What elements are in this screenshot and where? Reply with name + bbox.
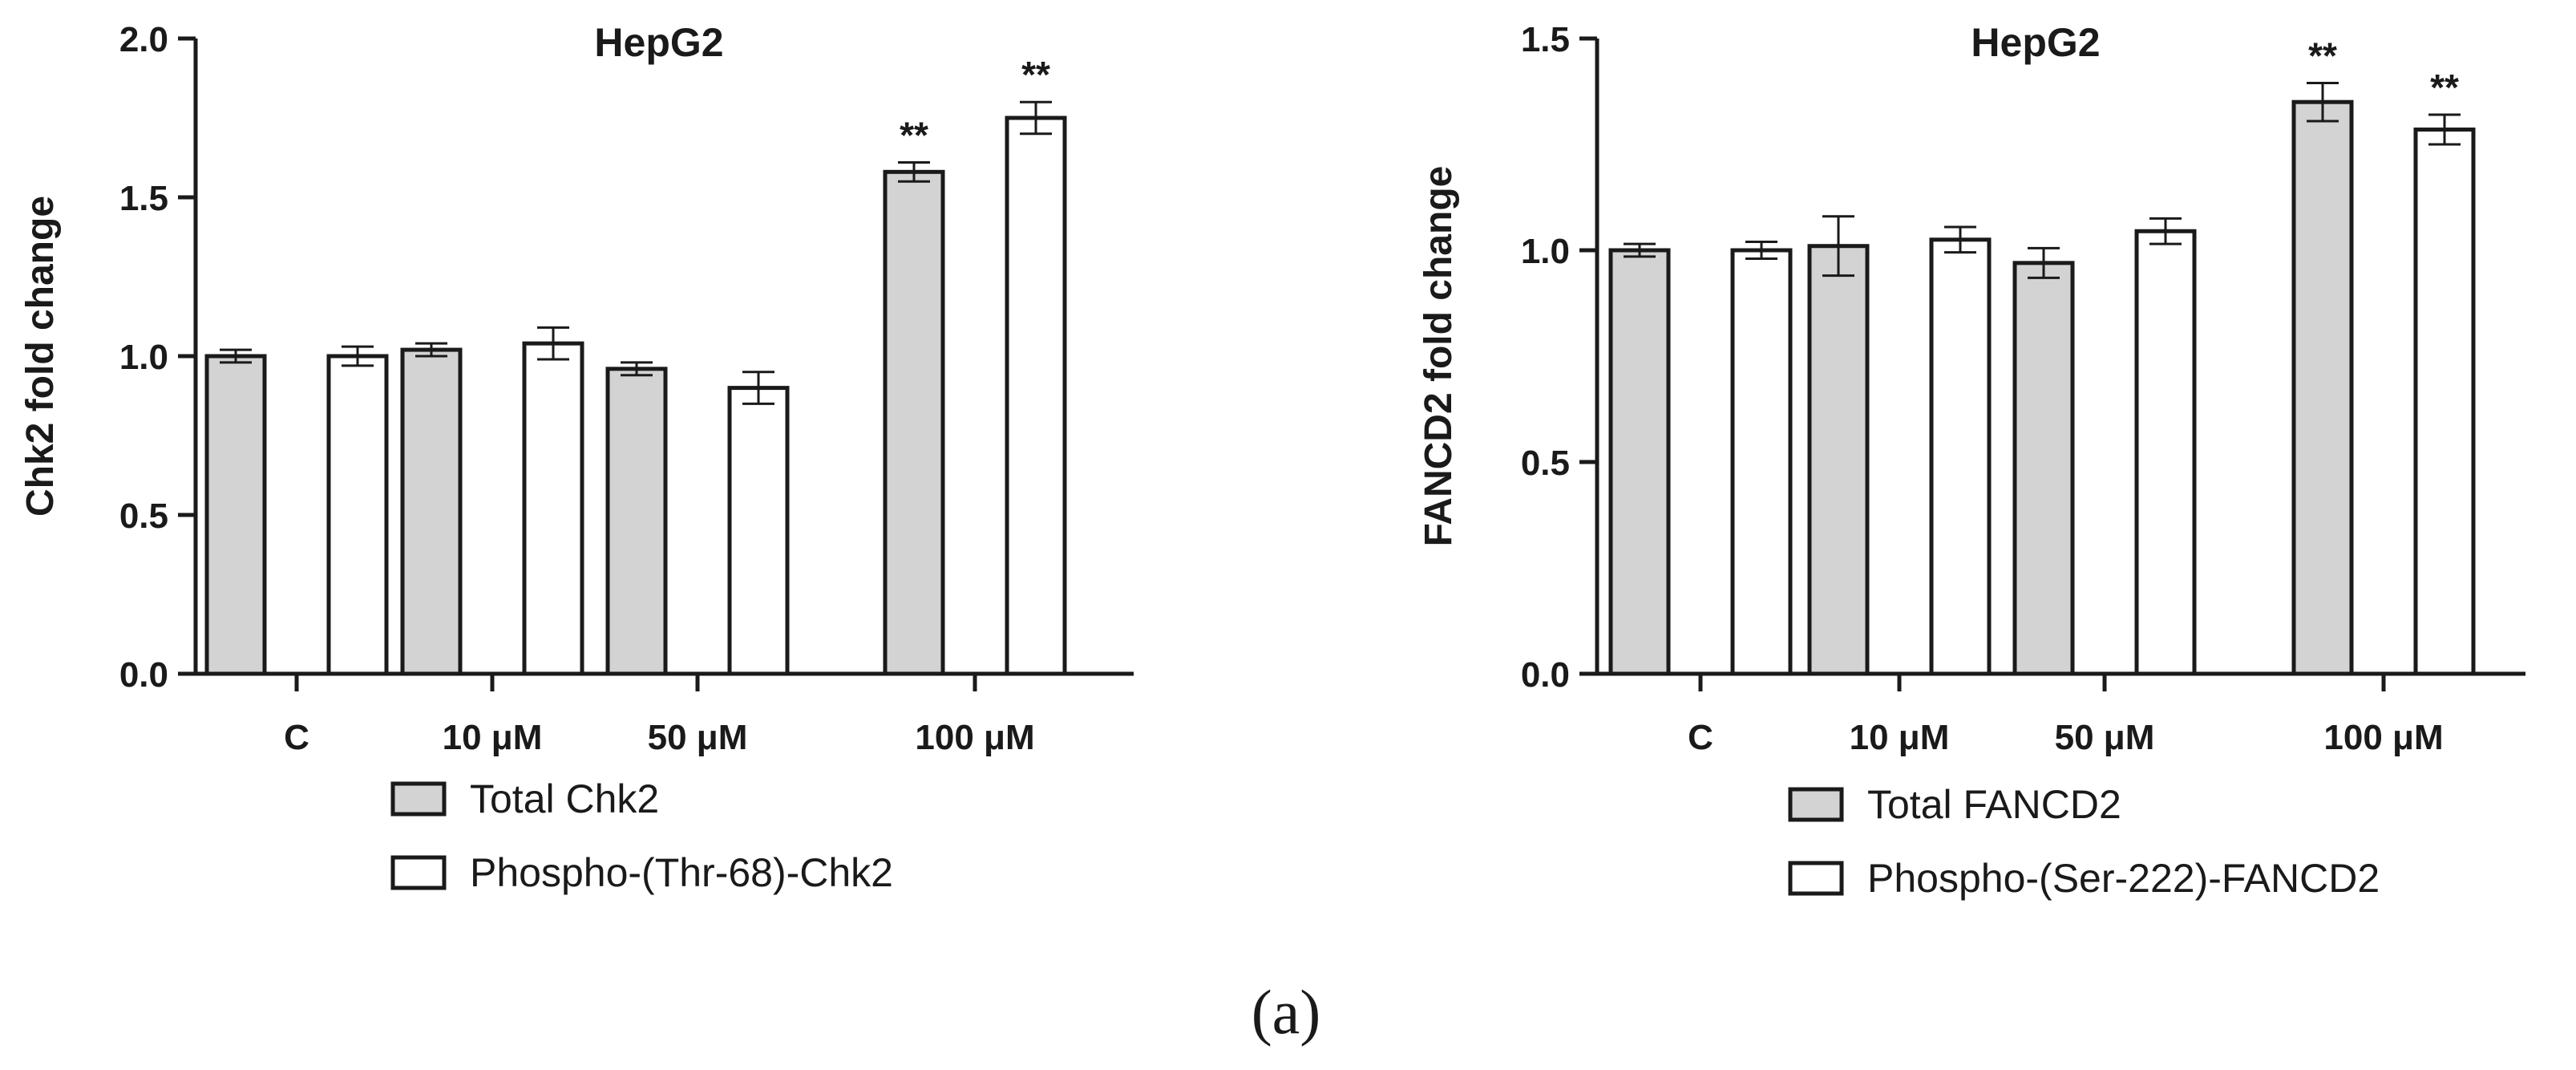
bar	[605, 367, 668, 676]
bar	[1730, 248, 1793, 676]
bar	[522, 341, 584, 676]
chart-title: HepG2	[1971, 20, 2100, 65]
x-tick-label: 100 μM	[915, 718, 1034, 757]
legend-label: Total Chk2	[470, 776, 659, 821]
x-tick-label: C	[1688, 718, 1713, 757]
significance-mark: **	[2430, 67, 2459, 108]
x-tick-label: 50 μM	[648, 718, 748, 757]
bar	[326, 354, 389, 676]
bar	[400, 347, 463, 676]
y-tick-label: 1.0	[1521, 232, 1570, 271]
bar	[2413, 128, 2476, 676]
bar	[2291, 99, 2354, 676]
x-tick-label: C	[284, 718, 309, 757]
bar	[1608, 248, 1671, 676]
legend-swatch	[1788, 787, 1844, 822]
bar	[204, 354, 267, 676]
bar	[1807, 244, 1870, 676]
y-tick-label: 2.0	[119, 20, 168, 59]
y-axis-label: FANCD2 fold change	[1417, 166, 1460, 547]
bar	[2012, 261, 2075, 676]
y-tick-label: 1.5	[119, 179, 168, 218]
y-axis-label: Chk2 fold change	[19, 196, 62, 517]
legend-label: Phospho-(Ser-222)-FANCD2	[1867, 856, 2380, 901]
bar	[1929, 237, 1992, 676]
y-tick-label: 0.0	[119, 655, 168, 695]
significance-mark: **	[900, 114, 928, 156]
y-tick-label: 1.0	[119, 338, 168, 377]
y-tick-label: 0.5	[1521, 444, 1570, 483]
figure-caption: (a)	[1252, 977, 1321, 1047]
legend-label: Total FANCD2	[1867, 782, 2121, 827]
x-tick-label: 10 μM	[1850, 718, 1950, 757]
y-tick-label: 0.0	[1521, 655, 1570, 695]
legend-swatch	[1788, 861, 1844, 896]
chk2-chart: HepG2 Chk2 fold change 0.0 0.5 1.0 1.5 2.0 C 10 …	[19, 20, 1134, 895]
chart-title: HepG2	[594, 20, 723, 65]
bar	[727, 386, 790, 676]
legend-swatch	[390, 781, 447, 817]
y-tick-label: 1.5	[1521, 20, 1570, 59]
bar	[2134, 229, 2197, 676]
x-tick-label: 50 μM	[2055, 718, 2155, 757]
significance-mark: **	[1021, 54, 1050, 95]
significance-mark: **	[2308, 34, 2337, 76]
bar	[1005, 116, 1067, 676]
x-tick-label: 100 μM	[2323, 718, 2443, 757]
x-tick-label: 10 μM	[443, 718, 543, 757]
y-tick-label: 0.5	[119, 496, 168, 536]
legend-label: Phospho-(Thr-68)-Chk2	[470, 850, 893, 895]
bar	[883, 169, 945, 676]
fancd2-chart: HepG2 FANCD2 fold change 0.0 0.5 1.0 1.5 C 10 μ…	[1417, 20, 2525, 901]
legend-swatch	[390, 855, 447, 890]
